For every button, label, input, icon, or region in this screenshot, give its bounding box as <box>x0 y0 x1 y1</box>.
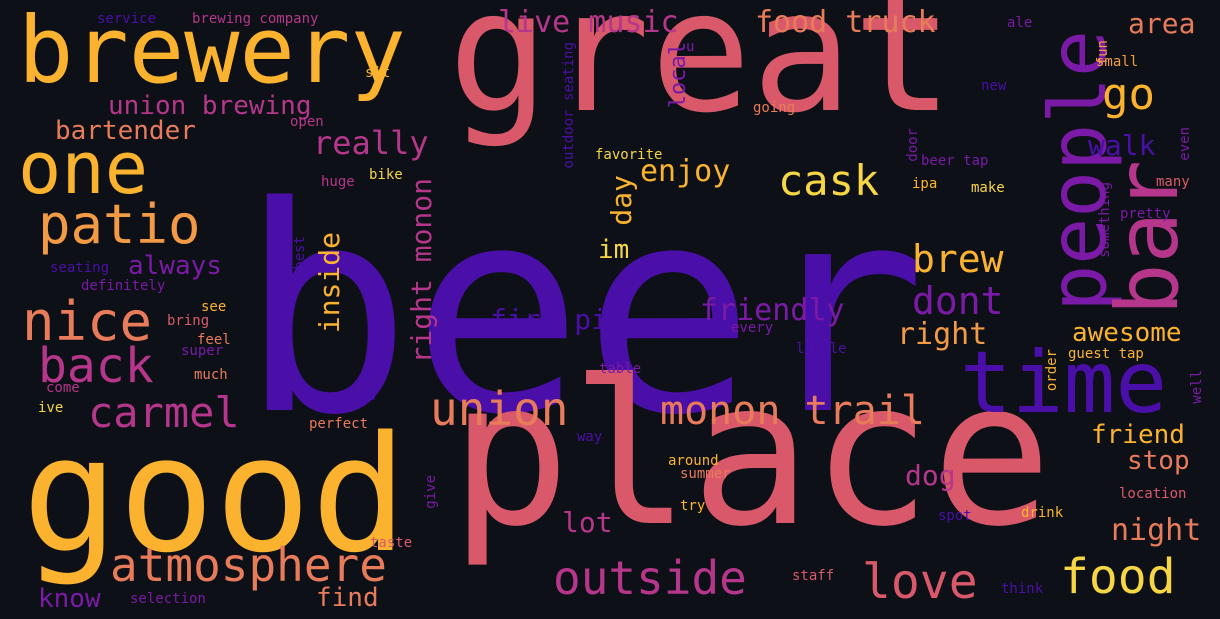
cloud-word-inside: inside <box>313 232 346 334</box>
cloud-word-really: really <box>313 124 429 162</box>
cloud-word-area: area <box>1128 7 1196 40</box>
cloud-word-many: many <box>1156 174 1190 190</box>
cloud-word-love: love <box>862 554 978 610</box>
cloud-word-friendly: friendly <box>700 293 845 328</box>
cloud-word-union-brewing: union brewing <box>108 91 312 121</box>
cloud-word-open: open <box>290 114 324 130</box>
cloud-word-best: best <box>292 236 308 270</box>
cloud-word-atmosphere: atmosphere <box>110 538 387 592</box>
cloud-word-back: back <box>38 338 154 394</box>
cloud-word-go: go <box>1102 69 1155 120</box>
cloud-word-come: come <box>46 380 80 396</box>
cloud-word-ale: ale <box>1007 15 1033 31</box>
cloud-word-bring: bring <box>167 313 210 329</box>
cloud-word-brew: brew <box>912 237 1004 281</box>
cloud-word-service: service <box>97 11 157 27</box>
cloud-word-every: every <box>731 320 774 336</box>
cloud-word-well: well <box>1189 370 1205 404</box>
cloud-word-see: see <box>201 299 227 315</box>
cloud-word-union: union <box>430 382 569 436</box>
cloud-word-walk: walk <box>1088 129 1156 162</box>
cloud-word-find: find <box>316 583 379 613</box>
cloud-word-think: think <box>1001 581 1044 597</box>
cloud-word-super: super <box>181 343 224 359</box>
cloud-word-brewing-company: brewing company <box>192 11 319 27</box>
cloud-word-ipa: ipa <box>912 176 938 192</box>
cloud-word-huge: huge <box>321 174 355 190</box>
cloud-word-friend: friend <box>1091 420 1185 450</box>
cloud-word-patio: patio <box>38 193 201 256</box>
cloud-word-summer: summer <box>680 466 731 482</box>
cloud-word-small: small <box>1096 54 1139 70</box>
cloud-word-day: day <box>605 175 638 226</box>
cloud-word-spot: spot <box>938 508 972 524</box>
cloud-word-right-monon: right monon <box>405 178 438 364</box>
cloud-word-place: place <box>450 338 1053 571</box>
cloud-word-cask: cask <box>778 156 880 205</box>
cloud-word-around: around <box>668 453 719 469</box>
cloud-word-food-truck: food truck <box>755 5 936 40</box>
cloud-word-night: night <box>1111 513 1202 548</box>
cloud-word-drink: drink <box>1021 505 1064 521</box>
cloud-word-something: something <box>1097 182 1113 258</box>
cloud-word-feel: feel <box>197 332 231 348</box>
cloud-word-brewery: brewery <box>18 0 406 104</box>
cloud-word-dont: dont <box>912 279 1004 323</box>
cloud-word-u: u <box>686 39 695 55</box>
cloud-word-enjoy: enjoy <box>640 154 731 189</box>
cloud-word-right: right <box>897 317 988 352</box>
cloud-word-great: great <box>448 0 954 150</box>
cloud-word-stop: stop <box>1127 446 1190 476</box>
cloud-word-definitely: definitely <box>81 278 166 294</box>
cloud-word-guest-tap: guest tap <box>1068 346 1144 362</box>
cloud-word-bike: bike <box>369 167 403 183</box>
cloud-word-outdoor-seating: outdoor seating <box>561 42 577 169</box>
cloud-word-lot: lot <box>562 506 613 539</box>
cloud-word-pretty: pretty <box>1120 206 1171 222</box>
cloud-word-know: know <box>38 584 101 614</box>
cloud-word-going: going <box>753 100 796 116</box>
cloud-word-little: little <box>796 341 847 357</box>
cloud-word-much: much <box>194 367 228 383</box>
cloud-word-favorite: favorite <box>595 147 663 163</box>
cloud-word-big: big <box>351 385 377 401</box>
cloud-word-way: way <box>577 429 603 445</box>
cloud-word-seating: seating <box>50 260 110 276</box>
cloud-word-fire-pit: fire pit <box>490 303 625 336</box>
cloud-word-time: time <box>960 333 1168 433</box>
cloud-word-ive: ive <box>38 400 64 416</box>
cloud-word-taste: taste <box>370 535 413 551</box>
cloud-word-awesome: awesome <box>1072 318 1182 348</box>
cloud-word-outside: outside <box>553 551 747 605</box>
cloud-word-monon-trail: monon trail <box>660 388 925 434</box>
cloud-word-beer: beer <box>240 146 927 478</box>
cloud-word-door: door <box>905 128 921 162</box>
cloud-word-good: good <box>22 401 408 588</box>
cloud-word-carmel: carmel <box>88 388 240 437</box>
cloud-word-one: one <box>18 126 149 210</box>
cloud-word-perfect: perfect <box>309 416 369 432</box>
cloud-word-nice: nice <box>22 290 153 353</box>
cloud-word-table: table <box>599 361 642 377</box>
cloud-word-new: new <box>981 78 1007 94</box>
cloud-word-selection: selection <box>130 591 206 607</box>
cloud-word-im: im <box>598 235 630 265</box>
cloud-word-even: even <box>1177 127 1193 161</box>
cloud-word-beer-tap: beer tap <box>921 153 989 169</box>
cloud-word-sit: sit <box>365 65 391 81</box>
cloud-word-location: location <box>1119 486 1187 502</box>
cloud-word-dog: dog <box>905 459 956 492</box>
cloud-word-try: try <box>680 498 706 514</box>
cloud-word-staff: staff <box>792 568 835 584</box>
cloud-word-order: order <box>1044 349 1060 392</box>
cloud-word-live-music: live music <box>498 5 679 40</box>
cloud-word-give: give <box>423 475 439 509</box>
cloud-word-bartender: bartender <box>55 116 196 146</box>
cloud-word-make: make <box>971 180 1005 196</box>
cloud-word-food: food <box>1060 549 1176 605</box>
cloud-word-always: always <box>128 251 222 281</box>
